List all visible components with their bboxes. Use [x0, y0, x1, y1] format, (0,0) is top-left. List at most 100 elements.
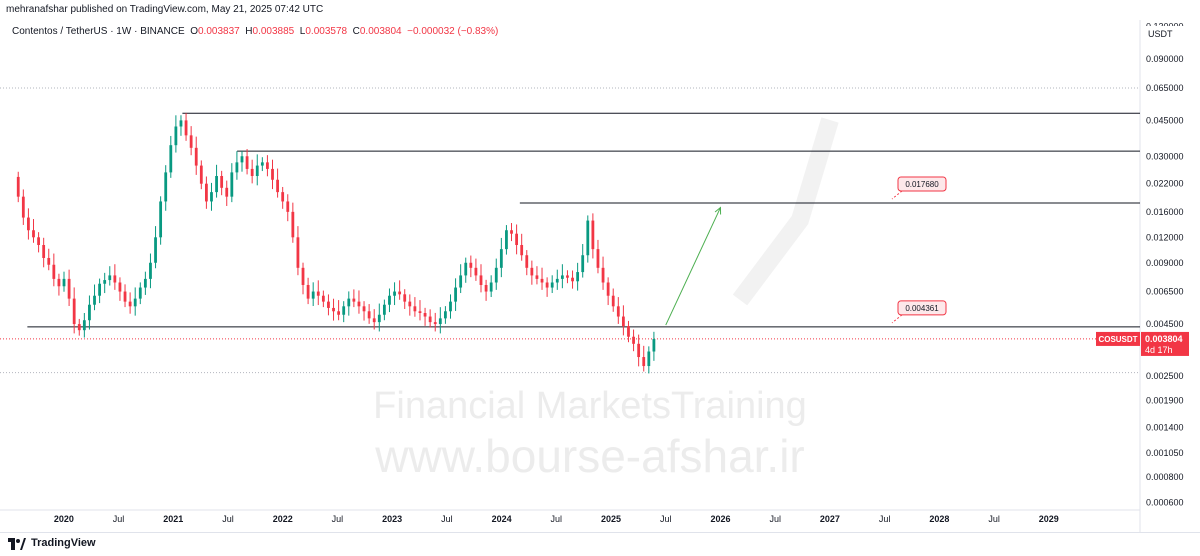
- candle-body: [169, 145, 173, 173]
- ohlc-low-value: 0.003578: [305, 26, 348, 37]
- candle-body: [276, 179, 279, 193]
- watermark-line2: www.bourse-afshar.ir: [374, 430, 805, 482]
- ohlc-open-value: 0.003837: [198, 26, 240, 37]
- symbol-tag-text: COSUSDT: [1098, 335, 1137, 344]
- price-tick-label: 0.030000: [1146, 151, 1184, 161]
- candle-body: [62, 278, 66, 287]
- time-tick-label: 2021: [163, 514, 183, 524]
- candle-body: [271, 168, 274, 180]
- candle-body: [372, 318, 376, 323]
- candle-body: [220, 175, 224, 188]
- price-tick-label: 0.022000: [1146, 179, 1184, 189]
- candle-body: [627, 326, 630, 337]
- time-tick-label: Jul: [988, 514, 1000, 524]
- candle-body: [586, 220, 590, 256]
- candle-body: [98, 283, 102, 296]
- candle-body: [505, 230, 508, 250]
- candle-body: [37, 237, 40, 246]
- candle-body: [464, 262, 468, 276]
- symbol-title[interactable]: Contentos / TetherUS · 1W · BINANCE: [12, 26, 185, 37]
- candle-body: [347, 298, 351, 307]
- tradingview-logo[interactable]: TradingView: [8, 537, 96, 550]
- candle-body: [255, 165, 259, 176]
- time-tick-label: 2025: [601, 514, 621, 524]
- candle-body: [647, 351, 651, 367]
- candle-body: [591, 220, 595, 250]
- candle-body: [27, 217, 30, 231]
- candle-body: [159, 201, 163, 238]
- candle-body: [510, 230, 513, 234]
- candle-body: [149, 262, 152, 279]
- candle-body: [515, 233, 518, 246]
- price-tick-label: 0.001900: [1146, 395, 1184, 405]
- ohlc-close-key: C: [352, 26, 360, 37]
- candle-body: [113, 275, 117, 283]
- candle-body: [301, 267, 305, 285]
- candle-body: [250, 168, 254, 176]
- time-tick-label: 2027: [820, 514, 840, 524]
- candle-body: [388, 295, 391, 305]
- price-tick-label: 0.002500: [1146, 371, 1184, 381]
- currency-label[interactable]: USDT: [1148, 29, 1173, 39]
- candle-body: [342, 306, 346, 315]
- price-tick-label: 0.000600: [1146, 497, 1184, 507]
- symbol-ohlc-line: Contentos / TetherUS · 1W · BINANCE O0.0…: [12, 26, 498, 37]
- price-tick-label: 0.000800: [1146, 472, 1184, 482]
- arrow-head: [714, 206, 722, 215]
- candle-body: [184, 120, 188, 136]
- candle-body: [194, 147, 198, 166]
- candle-body: [266, 162, 269, 169]
- publisher-credit: mehranafshar published on TradingView.co…: [6, 4, 324, 15]
- level-label-text: 0.017680: [905, 180, 939, 189]
- candle-body: [47, 257, 51, 265]
- candle-body: [260, 162, 264, 166]
- time-tick-label: Jul: [879, 514, 891, 524]
- time-tick-label: Jul: [769, 514, 781, 524]
- watermark: Financial MarketsTraining www.bourse-afs…: [373, 117, 839, 482]
- candle-body: [57, 278, 61, 287]
- candle-body: [128, 301, 132, 307]
- candle-body: [571, 277, 574, 282]
- price-tick-label: 0.016000: [1146, 207, 1184, 217]
- candle-body: [327, 301, 330, 308]
- candle-body: [367, 311, 371, 319]
- candle-body: [245, 156, 249, 169]
- time-tick-label: Jul: [660, 514, 672, 524]
- candle-body: [138, 287, 142, 299]
- candle-body: [93, 295, 96, 305]
- candle-body: [296, 237, 300, 268]
- candle-body: [616, 306, 620, 317]
- candle-body: [235, 162, 239, 173]
- watermark-logo-shape: [732, 117, 839, 306]
- currency-box[interactable]: [1143, 26, 1193, 40]
- time-tick-label: Jul: [551, 514, 563, 524]
- price-axis: 0.1300000.0900000.0650000.0450000.030000…: [1146, 22, 1184, 508]
- candle-body: [637, 343, 641, 358]
- candle-body: [103, 280, 107, 284]
- candle-body: [32, 230, 35, 238]
- horizontal-levels: [0, 87, 1140, 374]
- candle-body: [311, 291, 315, 299]
- time-tick-label: 2024: [492, 514, 512, 524]
- price-chart[interactable]: Financial MarketsTraining www.bourse-afs…: [0, 0, 1200, 532]
- candle-body: [230, 172, 234, 197]
- level-label-box: [897, 300, 947, 316]
- candle-body: [133, 298, 137, 307]
- candle-body: [179, 120, 183, 127]
- ohlc-high-key: H: [245, 26, 253, 37]
- time-tick-label: 2026: [710, 514, 730, 524]
- tradingview-icon: [8, 537, 26, 550]
- symbol-price-tag: [1096, 331, 1140, 346]
- price-tick-label: 0.065000: [1146, 83, 1184, 93]
- candle-body: [621, 316, 625, 327]
- candle-body: [601, 267, 605, 283]
- candle-body: [332, 307, 335, 312]
- candle-body: [352, 298, 356, 302]
- candle-body: [77, 324, 81, 331]
- watermark-line1: Financial MarketsTraining: [373, 385, 807, 427]
- time-axis: 2020 Jul 2021 Jul 2022 Jul 2023 Jul 2024 Jul 2025 J…: [54, 514, 1059, 524]
- candle-body: [306, 284, 310, 299]
- price-tick-label: 0.006500: [1146, 287, 1184, 297]
- time-tick-label: 2029: [1039, 514, 1059, 524]
- price-tick-label: 0.004500: [1146, 319, 1184, 329]
